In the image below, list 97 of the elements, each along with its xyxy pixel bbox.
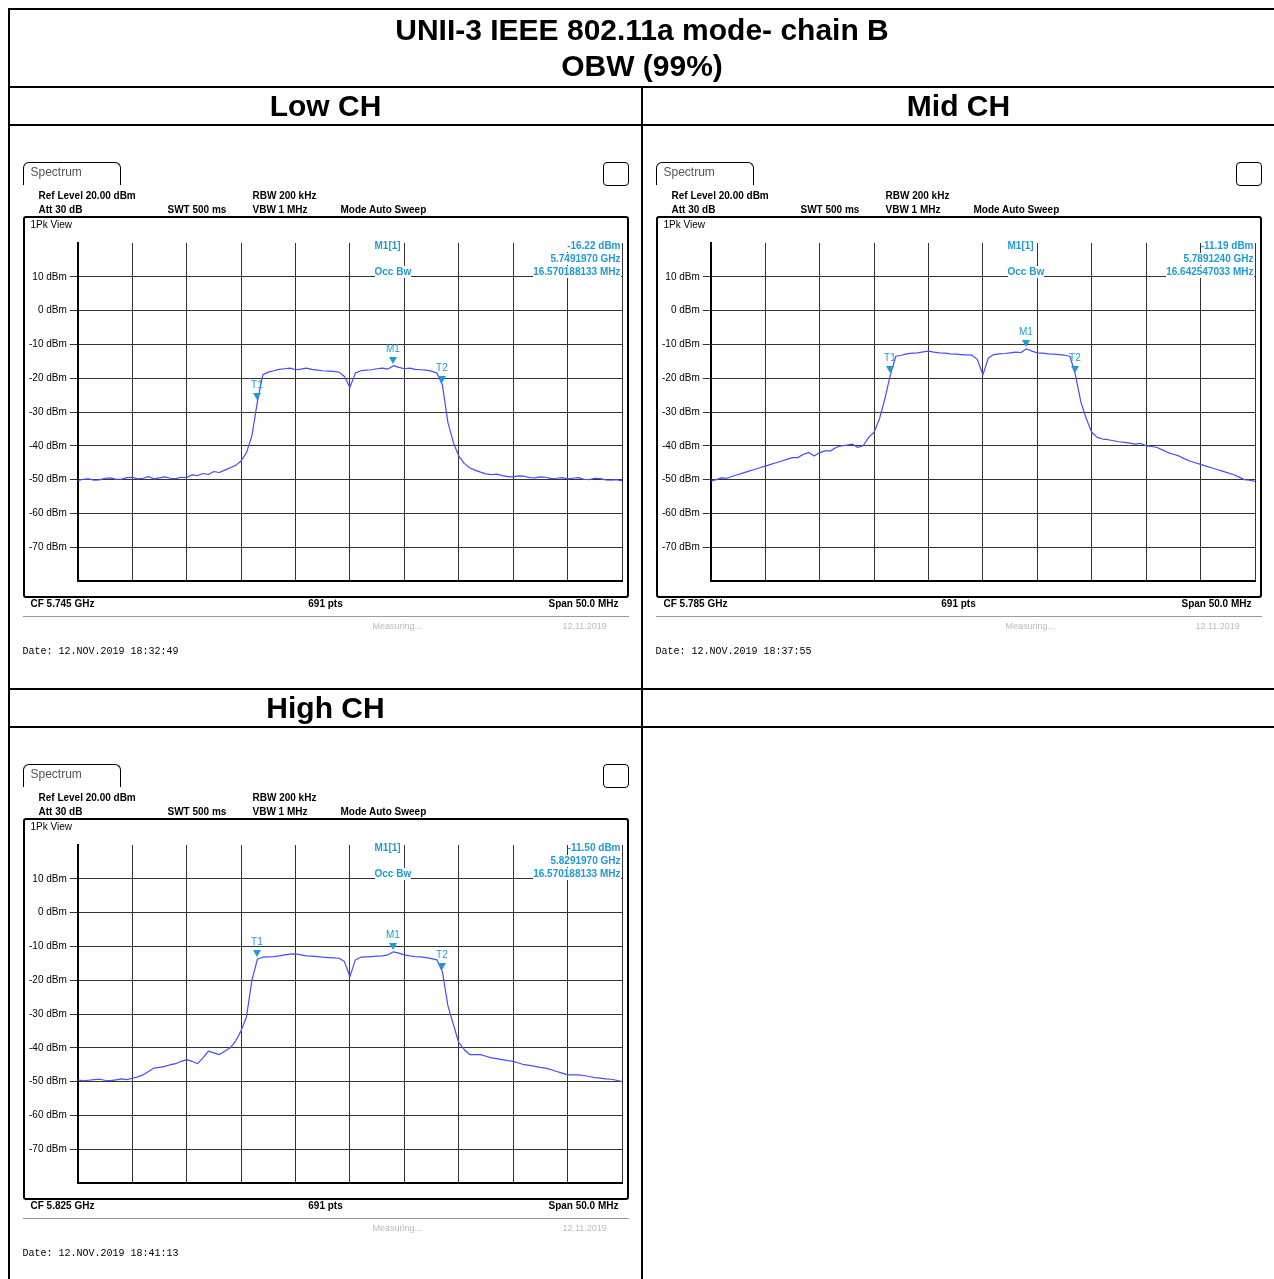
text: CF 5.785 GHz (663, 598, 728, 610)
chart-subtitle: Low CH (10, 88, 641, 126)
text: 1Pk View (663, 219, 706, 231)
text: Spectrum (30, 767, 82, 781)
annotation: 16.642547033 MHz (1166, 266, 1254, 278)
text: Measuring... (372, 1222, 423, 1234)
y-tick-label: -70 dBm (28, 1142, 67, 1154)
annotation: T2 (435, 948, 449, 961)
y-tick-label: -50 dBm (661, 473, 700, 485)
annotation: Occ Bw (1007, 266, 1045, 278)
text: Date: 12.NOV.2019 18:32:49 (22, 646, 179, 658)
y-tick-label: -50 dBm (28, 473, 67, 485)
annotation: T1 (250, 936, 264, 949)
text: Span 50.0 MHz (1181, 598, 1252, 610)
annotation: T2 (435, 361, 449, 374)
text: Span 50.0 MHz (548, 598, 619, 610)
y-tick-label: -20 dBm (661, 371, 700, 383)
annotation: M1[1] (374, 240, 401, 252)
text: Date: 12.NOV.2019 18:41:13 (22, 1248, 179, 1260)
annotation: 16.570188133 MHz (533, 868, 621, 880)
text: Mode Auto Sweep (340, 204, 427, 216)
text: Ref Level 20.00 dBm (38, 792, 136, 804)
text: 1Pk View (30, 821, 73, 833)
y-tick-label: -20 dBm (28, 973, 67, 985)
y-tick-label: 10 dBm (31, 872, 67, 884)
annotation: 5.7491970 GHz (550, 253, 621, 265)
text: VBW 1 MHz (252, 204, 308, 216)
text: SWT 500 ms (167, 806, 227, 818)
chart-title: UNII-3 IEEE 802.11a mode- chain B OBW (99%) (10, 10, 1274, 88)
text: 12.11.2019 (562, 620, 607, 632)
text: Measuring... (1005, 620, 1056, 632)
text: SWT 500 ms (800, 204, 860, 216)
text: CF 5.745 GHz (30, 598, 95, 610)
annotation: M1 (384, 342, 401, 355)
text: Measuring... (372, 620, 423, 632)
y-tick-label: -60 dBm (28, 507, 67, 519)
text: RBW 200 kHz (885, 190, 950, 202)
annotation: 5.7891240 GHz (1183, 253, 1254, 265)
annotation: M1 (384, 928, 401, 941)
annotation: -11.19 dBm (1200, 240, 1254, 252)
y-tick-label: 0 dBm (670, 304, 700, 316)
annotation: M1[1] (1007, 240, 1034, 252)
y-tick-label: 10 dBm (31, 270, 67, 282)
text: Ref Level 20.00 dBm (38, 190, 136, 202)
y-tick-label: 0 dBm (37, 906, 67, 918)
y-tick-label: 0 dBm (37, 304, 67, 316)
annotation: T1 (883, 351, 897, 364)
text: Mode Auto Sweep (973, 204, 1060, 216)
text: SWT 500 ms (167, 204, 227, 216)
text: 12.11.2019 (1195, 620, 1240, 632)
annotation: T1 (250, 378, 264, 391)
annotation: 5.8291970 GHz (550, 855, 621, 867)
text: Spectrum (30, 165, 82, 179)
text: Att 30 dB (671, 204, 716, 216)
text: 691 pts (308, 598, 343, 610)
text: VBW 1 MHz (252, 806, 308, 818)
annotation: Occ Bw (374, 868, 412, 880)
text: 691 pts (941, 598, 976, 610)
text: RBW 200 kHz (252, 792, 317, 804)
annotation: -11.50 dBm (567, 842, 621, 854)
text: Mode Auto Sweep (340, 806, 427, 818)
annotation: 16.570188133 MHz (533, 266, 621, 278)
text: Span 50.0 MHz (548, 1200, 619, 1212)
y-tick-label: -60 dBm (28, 1109, 67, 1121)
chart-subtitle: High CH (10, 690, 641, 728)
y-tick-label: -30 dBm (661, 405, 700, 417)
annotation: Occ Bw (374, 266, 412, 278)
text: 1Pk View (30, 219, 73, 231)
text: CF 5.825 GHz (30, 1200, 95, 1212)
text: RBW 200 kHz (252, 190, 317, 202)
y-tick-label: -50 dBm (28, 1075, 67, 1087)
y-tick-label: 10 dBm (664, 270, 700, 282)
text: Att 30 dB (38, 204, 83, 216)
y-tick-label: -70 dBm (661, 540, 700, 552)
y-tick-label: -10 dBm (28, 940, 67, 952)
text: VBW 1 MHz (885, 204, 941, 216)
text: Att 30 dB (38, 806, 83, 818)
y-tick-label: -10 dBm (661, 338, 700, 350)
text: Ref Level 20.00 dBm (671, 190, 769, 202)
chart-subtitle: Mid CH (643, 88, 1274, 126)
annotation: M1[1] (374, 842, 401, 854)
text: Spectrum (663, 165, 715, 179)
y-tick-label: -30 dBm (28, 1007, 67, 1019)
annotation: -16.22 dBm (567, 240, 621, 252)
y-tick-label: -40 dBm (28, 1041, 67, 1053)
y-tick-label: -60 dBm (661, 507, 700, 519)
annotation: T2 (1068, 351, 1082, 364)
text: 691 pts (308, 1200, 343, 1212)
text: Date: 12.NOV.2019 18:37:55 (655, 646, 812, 658)
annotation: M1 (1017, 325, 1034, 338)
y-tick-label: -40 dBm (661, 439, 700, 451)
y-tick-label: -10 dBm (28, 338, 67, 350)
y-tick-label: -20 dBm (28, 371, 67, 383)
y-tick-label: -30 dBm (28, 405, 67, 417)
y-tick-label: -40 dBm (28, 439, 67, 451)
y-tick-label: -70 dBm (28, 540, 67, 552)
text: 12.11.2019 (562, 1222, 607, 1234)
